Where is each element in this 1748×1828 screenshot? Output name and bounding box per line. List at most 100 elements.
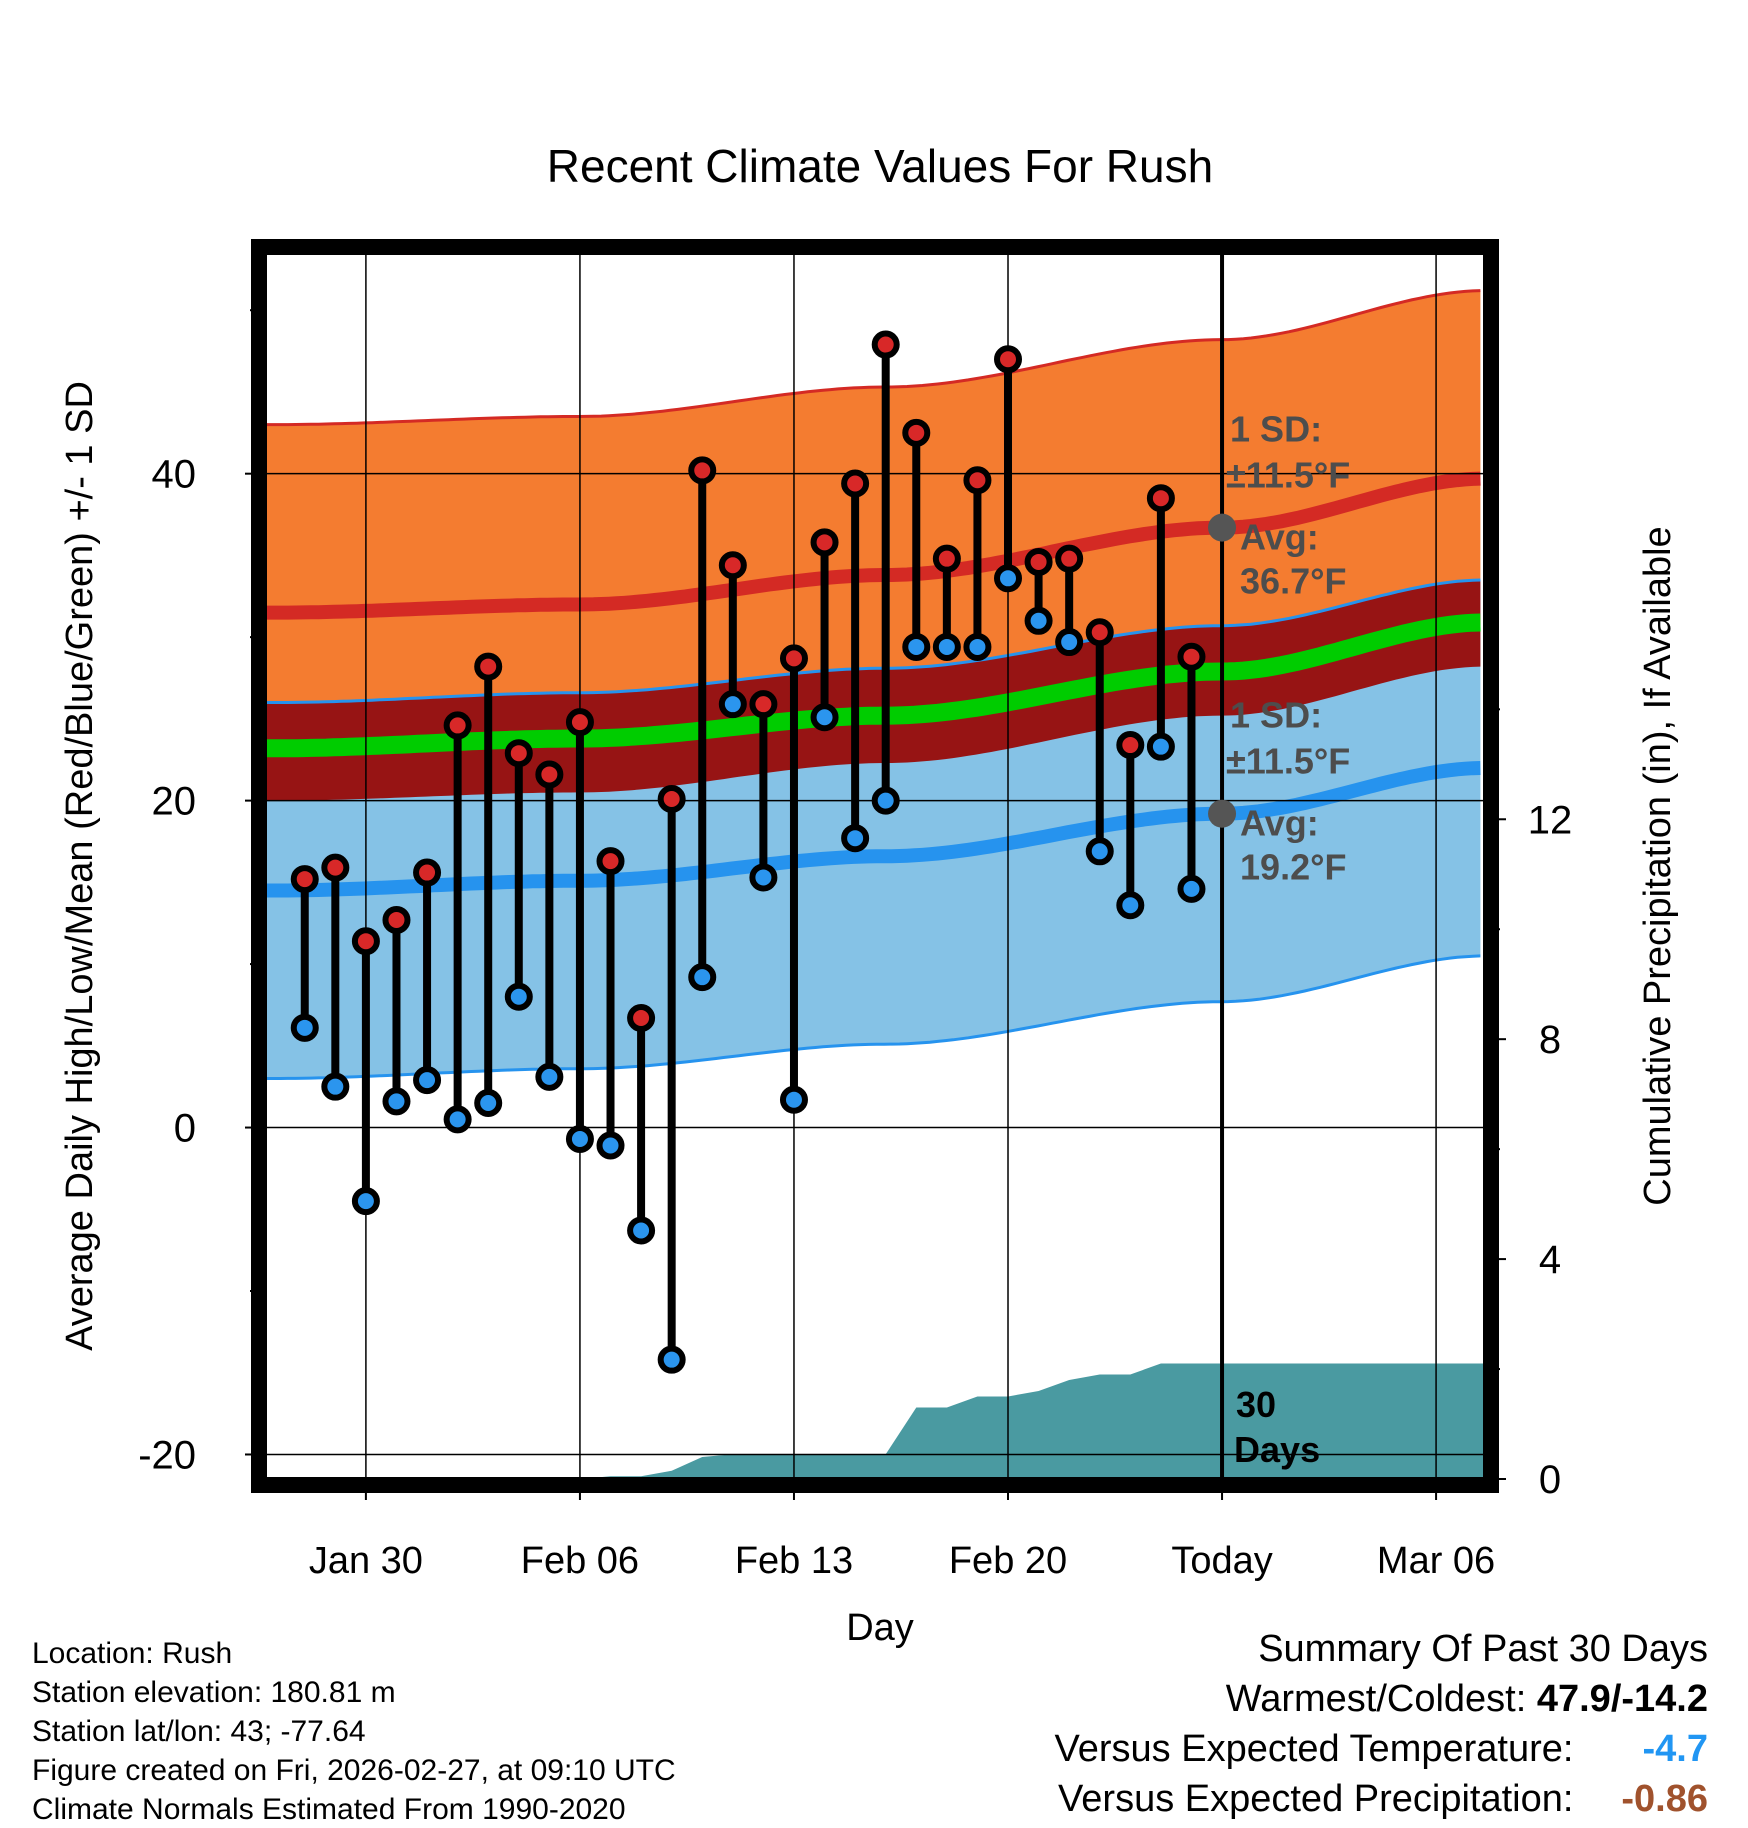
daily-low-point (1177, 874, 1206, 903)
daily-high-point (810, 528, 839, 557)
daily-high-point (871, 330, 900, 359)
low-sd-label: 1 SD: (1230, 695, 1322, 736)
days-label-number: 30 (1236, 1384, 1276, 1425)
daily-high-point (1085, 618, 1114, 647)
info-normals: Climate Normals Estimated From 1990-2020 (32, 1793, 626, 1826)
daily-high-point (902, 418, 931, 447)
daily-low-point (1085, 837, 1114, 866)
today-high-avg-marker (1208, 513, 1237, 542)
daily-high-point (841, 469, 870, 498)
daily-low-point (504, 982, 533, 1011)
y-left-tick-label: 40 (152, 453, 197, 497)
x-tick-label: Jan 30 (309, 1540, 423, 1582)
low-lower-edge (265, 954, 1481, 1080)
daily-low-point (963, 632, 992, 661)
plot-frame (251, 239, 1499, 1493)
daily-high-point (627, 1004, 656, 1033)
daily-high-point (321, 853, 350, 882)
low-sd-value: ±11.5°F (1226, 741, 1350, 782)
days-label-text: Days (1234, 1429, 1320, 1470)
info-created: Figure created on Fri, 2026-02-27, at 09… (32, 1754, 676, 1787)
daily-high-point (504, 739, 533, 768)
daily-high-point (1177, 642, 1206, 671)
x-tick-label: Feb 13 (735, 1540, 853, 1582)
daily-low-point (657, 1345, 686, 1374)
daily-low-point (932, 632, 961, 661)
daily-high-point (779, 644, 808, 673)
high-sd-value: ±11.5°F (1226, 455, 1350, 496)
chart-title: Recent Climate Values For Rush (547, 140, 1213, 192)
daily-high-point (1146, 484, 1175, 513)
daily-low-point (290, 1013, 319, 1042)
low-avg-label: Avg: (1240, 803, 1319, 844)
y-right-tick-label: 8 (1539, 1018, 1561, 1062)
x-tick-label: Mar 06 (1377, 1540, 1495, 1582)
temp-value: -4.7 (1642, 1728, 1708, 1770)
daily-high-point (535, 760, 564, 789)
daily-high-point (443, 711, 472, 740)
daily-high-point (474, 652, 503, 681)
summary-heading: Summary Of Past 30 Days (1258, 1628, 1708, 1670)
normal-low-line (265, 761, 1481, 898)
precip-value: -0.86 (1621, 1778, 1708, 1820)
daily-low-point (627, 1216, 656, 1245)
y-axis-right-title: Cumulative Precipitation (in), If Availa… (1637, 526, 1679, 1205)
daily-high-point (565, 708, 594, 737)
daily-low-point (841, 824, 870, 853)
daily-high-point (1116, 731, 1145, 760)
summary-warm-cold: Warmest/Coldest: 47.9/-14.2 (1226, 1678, 1708, 1721)
info-latlon: Station lat/lon: 43; -77.64 (32, 1715, 366, 1748)
daily-low-point (1055, 628, 1084, 657)
x-tick-label: Feb 06 (521, 1540, 639, 1582)
x-tick-label: Today (1171, 1540, 1272, 1582)
daily-low-point (443, 1105, 472, 1134)
axes-layer: -20 0 20 40 0 4 8 12 Jan 30 Feb 06 Feb 13 Feb 20 Tod… (138, 309, 1573, 1582)
low-avg-value: 19.2°F (1240, 847, 1346, 888)
daily-high-point (1024, 547, 1053, 576)
daily-low-point (565, 1124, 594, 1153)
x-tick-label: Feb 20 (949, 1540, 1067, 1582)
daily-low-point (474, 1089, 503, 1118)
daily-low-point (535, 1062, 564, 1091)
daily-high-point (413, 858, 442, 887)
y-left-tick-label: -20 (138, 1433, 196, 1477)
x-axis-title: Day (846, 1607, 914, 1649)
daily-low-point (871, 786, 900, 815)
daily-high-point (657, 784, 686, 813)
y-right-tick-label: 4 (1539, 1238, 1561, 1282)
info-elevation: Station elevation: 180.81 m (32, 1676, 396, 1709)
info-location: Location: Rush (32, 1637, 233, 1670)
daily-low-point (749, 863, 778, 892)
daily-low-point (413, 1066, 442, 1095)
daily-high-point (1055, 544, 1084, 573)
warm-cold-value: 47.9/-14.2 (1536, 1678, 1708, 1720)
daily-high-point (596, 847, 625, 876)
normal-high-line (265, 471, 1481, 620)
precip-area (274, 1363, 1485, 1479)
y-axis-left-title: Average Daily High/Low/Mean (Red/Blue/Gr… (59, 381, 101, 1351)
high-sd-label: 1 SD: (1230, 409, 1322, 450)
daily-high-point (718, 551, 747, 580)
high-avg-label: Avg: (1240, 517, 1319, 558)
high-avg-value: 36.7°F (1240, 561, 1346, 602)
daily-high-point (351, 927, 380, 956)
daily-low-point (351, 1187, 380, 1216)
warm-cold-label: Warmest/Coldest: (1225, 1678, 1527, 1720)
temp-label: Versus Expected Temperature: (1054, 1728, 1574, 1770)
daily-low-point (1146, 732, 1175, 761)
high-upper-edge (265, 289, 1481, 427)
summary-temperature: Versus Expected Temperature: -4.7 (1055, 1728, 1708, 1771)
daily-high-point (382, 905, 411, 934)
daily-low-point (779, 1085, 808, 1114)
y-right-tick-label: 12 (1528, 798, 1573, 842)
daily-low-point (902, 632, 931, 661)
daily-high-point (688, 456, 717, 485)
daily-low-point (1116, 891, 1145, 920)
plot-area (265, 289, 1485, 1479)
precip-label: Versus Expected Precipitation: (1058, 1778, 1574, 1820)
y-right-tick-label: 0 (1539, 1458, 1561, 1502)
daily-low-point (810, 703, 839, 732)
y-left-tick-label: 20 (152, 780, 197, 824)
